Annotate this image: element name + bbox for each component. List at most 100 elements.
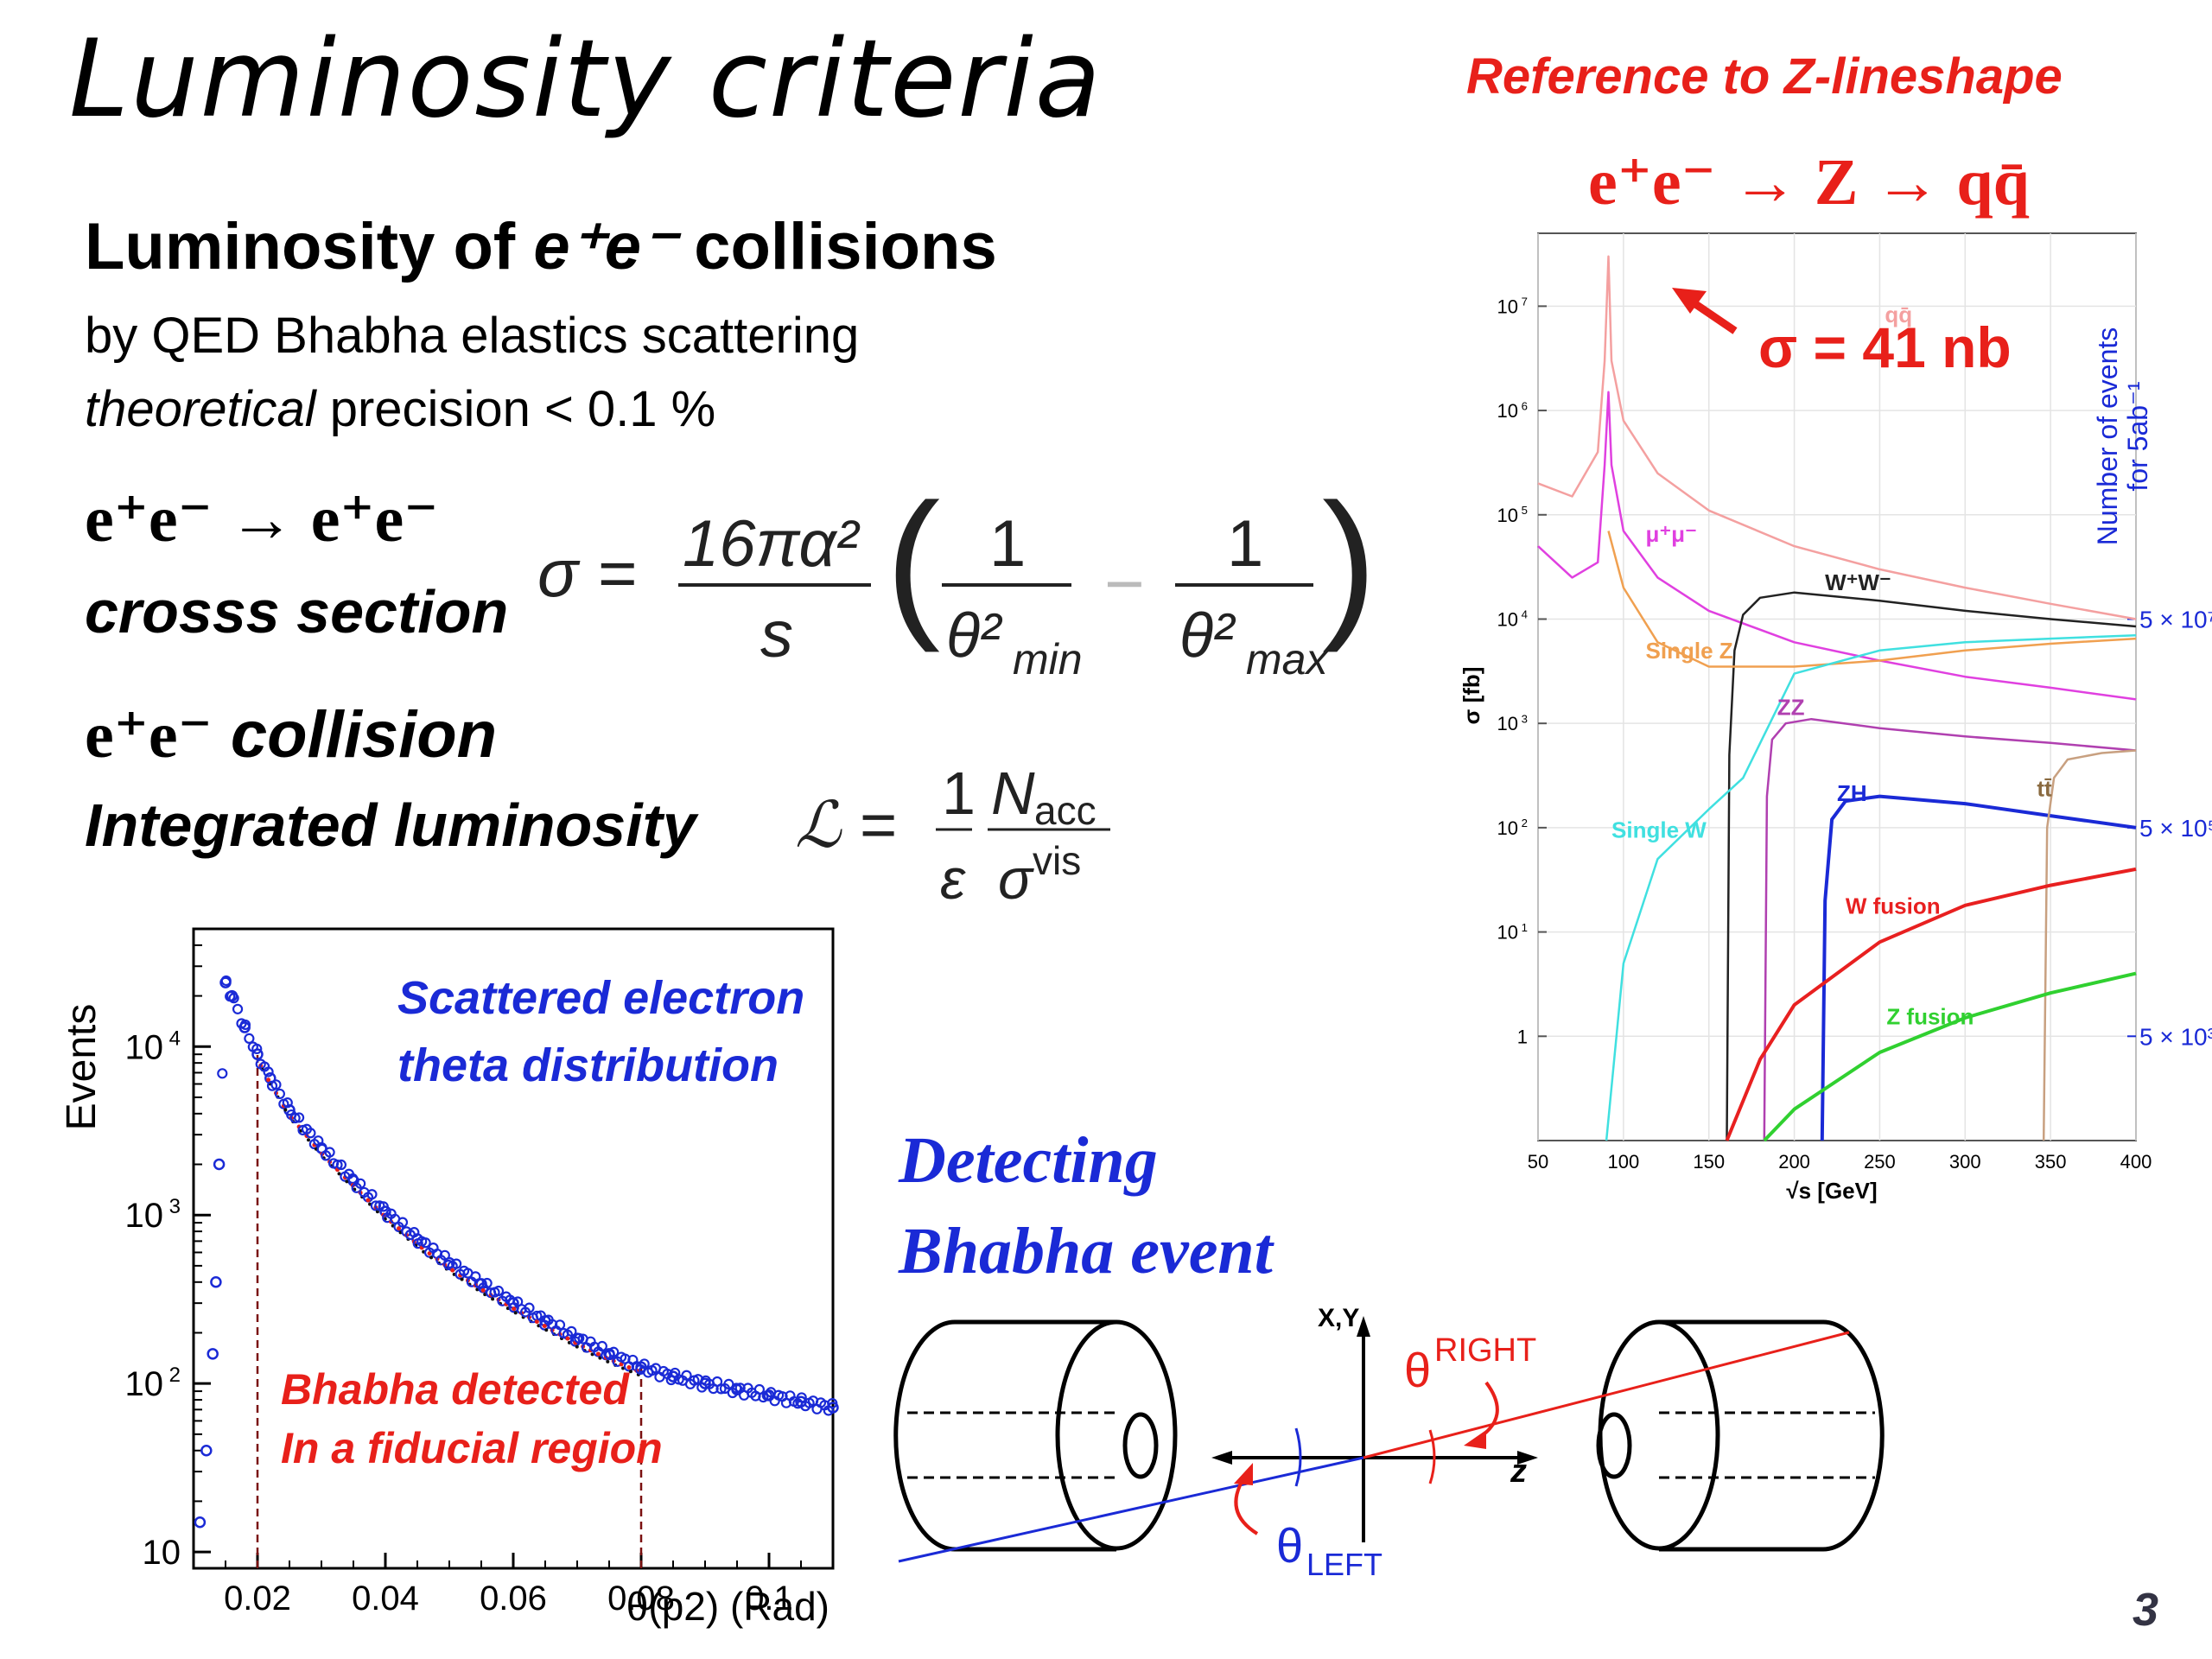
chart1-data-point-fill: [263, 1066, 274, 1077]
chart2-x-tick-label: 350: [2035, 1151, 2067, 1173]
chart1-y-tick-label: 10 3: [124, 1195, 181, 1235]
reference-suffix: -lineshape: [1814, 48, 2063, 105]
chart1-data-point-fill: [378, 1201, 389, 1212]
chart1-data-point-fill: [282, 1097, 293, 1109]
chart1-x-axis-label: θ(p2) (Rad): [626, 1584, 830, 1629]
right-detector-cylinder: [1596, 1319, 1885, 1552]
chart1-data-point-fill: [397, 1217, 409, 1228]
integrated-luminosity-label: Integrated luminosity: [85, 791, 696, 859]
chart1-black-point: [283, 1108, 288, 1112]
chart2-x-tick-label: 300: [1949, 1151, 1981, 1173]
chart2-y-tick-label: 1: [1517, 1026, 1528, 1047]
axis-label-z: z: [1510, 1453, 1527, 1490]
chart1-data-point-fill: [493, 1285, 505, 1297]
chart1-data-point-fill: [274, 1088, 285, 1100]
chart2-x-tick-label: 200: [1778, 1151, 1810, 1173]
chart1-black-point: [345, 1179, 349, 1184]
chart1-black-point: [606, 1359, 610, 1363]
chart1-data-point-fill: [355, 1178, 366, 1189]
chart1-data-point-fill: [481, 1277, 493, 1289]
chart1-red-point: [480, 1287, 486, 1293]
formula-tmax: θ²: [1179, 601, 1236, 671]
chart1-data-point-fill: [217, 1068, 228, 1079]
chart1-data-point-fill: [715, 1383, 727, 1395]
chart1-red-point: [595, 1351, 601, 1357]
chart1-annotation-blue-1: Scattered electron: [397, 972, 804, 1024]
formula-one-a: 1: [989, 507, 1026, 581]
chart1-annotation-red-2: In a fiducial region: [281, 1424, 663, 1472]
detector-axes: [1211, 1316, 1538, 1542]
chart1-data-point-fill: [681, 1370, 692, 1381]
chart1-data-point-fill: [239, 1019, 251, 1031]
chart1-x-tick-label: 0.1: [745, 1580, 793, 1618]
detecting-line-1: Detecting: [899, 1124, 1158, 1197]
formula-equals: =: [598, 535, 638, 611]
chart1-data-point-fill: [535, 1310, 546, 1321]
chart1-annotation-red-1: Bhabha detected: [281, 1365, 630, 1414]
chart2-right-axis-label-1: Number of events: [2092, 327, 2123, 546]
chart2-y-axis-label: σ [fb]: [1460, 667, 1484, 725]
chart1-data-point-fill: [566, 1325, 577, 1337]
reference-prefix: Reference to: [1466, 48, 1784, 105]
chart2-y-tick-label: 10 5: [1497, 504, 1528, 526]
chart1-data-point-fill: [731, 1382, 742, 1394]
chart2-series-label: ZH: [1837, 780, 1867, 806]
chart1-data-point: [194, 1516, 207, 1529]
precision-line: theoretical precision < 0.1 %: [85, 380, 715, 438]
chart1-x-tick-label: 0.06: [480, 1580, 547, 1618]
chart2-right-axis-label-2: for 5ab⁻¹: [2122, 381, 2153, 491]
luminosity-heading: Luminosity of e⁺e⁻ collisions: [85, 207, 997, 284]
chart1-red-point: [512, 1306, 517, 1312]
detector-diagram: X,Y z θ RIGHT θ LEFT: [893, 1304, 1885, 1582]
reference-italic: Z: [1783, 48, 1815, 105]
chart1-data-point: [213, 1158, 226, 1171]
lum-heading-italic: e⁺e⁻: [533, 210, 677, 283]
page-number: 3: [2133, 1584, 2159, 1636]
chart1-data-point-fill: [244, 1033, 255, 1045]
chart1-black-point: [598, 1356, 602, 1360]
z-process: e⁺e⁻ → Z → qq̄: [1588, 146, 2030, 219]
formula-lumi-lhs: ℒ: [795, 789, 842, 861]
chart2-series-label: tt̄: [2037, 776, 2052, 802]
chart1-red-point: [565, 1336, 570, 1341]
chart2-right-tick-label: 5 × 10³: [2139, 1023, 2212, 1050]
collision-line: e⁺e⁻ collision: [85, 696, 497, 773]
formula-lumi-numer: N: [991, 760, 1035, 827]
chart1-data-point: [210, 1276, 222, 1288]
chart1-data-point-fill: [324, 1147, 335, 1158]
formula-sigma-numer: 16πα²: [683, 507, 861, 581]
cross-section-chart: 50 100 150 200 250 300 350 400 1 10 1 10 2 10 3 10 4…: [1460, 232, 2212, 1204]
formula-one-b: 1: [1227, 507, 1263, 581]
chart2-x-tick-label: 100: [1607, 1151, 1639, 1173]
chart1-data-point-fill: [608, 1346, 620, 1357]
chart2-y-tick-label: 10 1: [1497, 921, 1528, 944]
chart2-y-tick-label: 10 2: [1497, 817, 1528, 839]
chart2-series-label: W⁺W⁻: [1825, 569, 1891, 595]
chart1-black-point: [544, 1328, 549, 1332]
chart1-red-point: [266, 1077, 271, 1083]
lum-heading-suffix: collisions: [676, 210, 997, 283]
chart1-data-point-fill: [451, 1258, 462, 1269]
chart1-data-point-fill: [289, 1112, 301, 1124]
chart2-series-label: μ⁺μ⁻: [1646, 521, 1697, 547]
theta-distribution-chart: 0.02 0.04 0.06 0.08 0.1 10 10 2 10 3 10 4 Events…: [59, 927, 839, 1629]
chart1-data-point-fill: [574, 1332, 585, 1344]
chart2-x-tick-label: 400: [2120, 1151, 2152, 1173]
chart2-y-tick-label: 10 3: [1497, 712, 1528, 734]
chart2-y-tick-label: 10 6: [1497, 399, 1528, 422]
qed-line: by QED Bhabha elastics scattering: [85, 308, 860, 364]
chart2-series-line: [1607, 531, 2137, 668]
chart1-data-point-fill: [347, 1173, 359, 1185]
chart1-data-point-fill: [294, 1112, 305, 1123]
chart1-black-point: [590, 1352, 594, 1357]
formula-lumi-equals: =: [860, 789, 897, 861]
chart1-red-point: [542, 1324, 547, 1329]
chart2-x-axis-label: √s [GeV]: [1786, 1178, 1877, 1204]
chart1-red-point: [397, 1226, 402, 1231]
precision-italic: theoretical: [85, 381, 316, 437]
formula-tmax-sub: max: [1246, 635, 1329, 683]
theta-right-sup: RIGHT: [1434, 1332, 1536, 1369]
formula-right-paren: ): [1322, 480, 1376, 653]
chart1-data-point-fill: [232, 1003, 244, 1014]
formula-lumi-denom: σ: [998, 847, 1034, 911]
